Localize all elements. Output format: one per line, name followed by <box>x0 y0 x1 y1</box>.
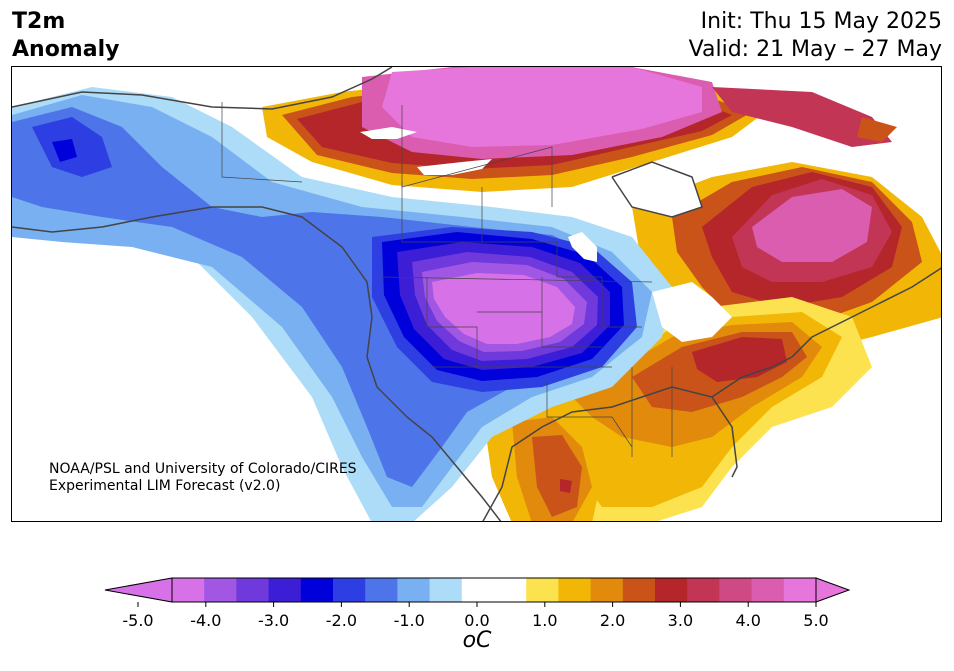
colorbar-tick-label: 5.0 <box>803 611 828 630</box>
colorbar-swatch <box>172 578 205 602</box>
colorbar-tick-label: 0.0 <box>464 611 489 630</box>
colorbar-frame <box>171 577 817 603</box>
title-line-1: T2m <box>12 9 66 34</box>
colorbar-swatch <box>558 578 592 602</box>
colorbar-tick-label: 2.0 <box>600 611 625 630</box>
rockies-cold-core <box>372 227 637 392</box>
colorbar-swatch <box>783 578 817 602</box>
colorbar-swatch <box>204 578 237 602</box>
map-title: T2m Anomaly <box>12 8 119 64</box>
forecast-credit: NOAA/PSL and University of Colorado/CIRE… <box>49 461 357 495</box>
colorbar-swatch <box>655 578 688 602</box>
colorbar-svg: -5.0 -4.0 -3.0 -2.0 -1.0 0.0 1.0 2.0 3.0 4.0 5.0 <box>104 577 851 630</box>
colorbar-swatch <box>461 578 495 602</box>
colorbar-unit-label: oC <box>0 628 954 653</box>
lakes <box>360 127 732 342</box>
valid-date-label: Valid: 21 May – 27 May <box>688 37 942 62</box>
colorbar-extend-max <box>815 577 851 603</box>
mexico-warm-anomaly <box>482 397 602 521</box>
anomaly-map <box>11 66 942 522</box>
anomaly-map-canvas <box>12 67 941 521</box>
quebec-warm-anomaly <box>632 162 941 357</box>
colorbar-extend-min <box>104 577 173 603</box>
colorbar-swatch <box>622 578 656 602</box>
colorbar-swatch <box>687 578 720 602</box>
colorbar-swatch <box>526 578 559 602</box>
colorbar-tick-label: -3.0 <box>258 611 289 630</box>
greenland-warm-anomaly <box>652 67 941 147</box>
forecast-dates: Init: Thu 15 May 2025 Valid: 21 May – 27… <box>689 8 942 64</box>
political-borders <box>221 102 673 457</box>
colorbar-tick-label: 3.0 <box>668 611 693 630</box>
colorbar-swatch <box>365 578 398 602</box>
western-cool-anomaly <box>12 87 672 521</box>
colorbar-tick-label: 1.0 <box>532 611 557 630</box>
colorbar-swatch <box>429 578 463 602</box>
colorbar-swatch <box>719 578 753 602</box>
colorbar-swatch <box>268 578 302 602</box>
title-line-2: Anomaly <box>12 37 120 62</box>
credit-line-1: NOAA/PSL and University of Colorado/CIRE… <box>49 461 357 477</box>
colorbar-swatch <box>236 578 270 602</box>
init-date-label: Init: Thu 15 May 2025 <box>700 9 942 34</box>
colorbar-tick-label: 4.0 <box>735 611 760 630</box>
colorbar-tick-label: -1.0 <box>394 611 425 630</box>
colorbar-swatch <box>590 578 624 602</box>
unit-text: oC <box>462 628 492 653</box>
colorbar-swatch <box>494 578 527 602</box>
colorbar-swatch <box>333 578 366 602</box>
colorbar-swatch <box>300 578 334 602</box>
colorbar-tick-label: -5.0 <box>122 611 153 630</box>
colorbar-swatch <box>751 578 785 602</box>
credit-line-2: Experimental LIM Forecast (v2.0) <box>49 478 281 494</box>
colorbar: -5.0 -4.0 -3.0 -2.0 -1.0 0.0 1.0 2.0 3.0 4.0 5.0 <box>0 570 954 634</box>
colorbar-swatch <box>397 578 431 602</box>
coastlines <box>12 67 941 521</box>
arctic-warm-anomaly <box>262 67 772 192</box>
colorbar-tick-label: -4.0 <box>190 611 221 630</box>
colorbar-tick-label: -2.0 <box>326 611 357 630</box>
